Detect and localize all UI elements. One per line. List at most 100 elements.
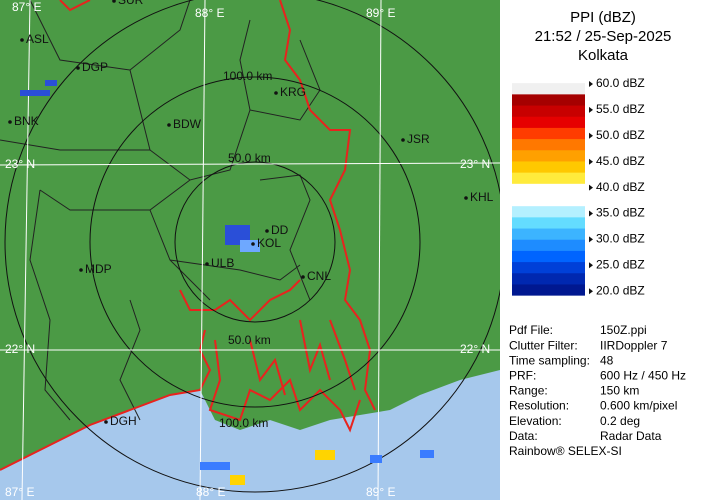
- range-label: 100.0 km: [223, 69, 272, 83]
- city-label: JSR: [407, 132, 430, 146]
- city-dot: [79, 268, 83, 272]
- scale-label: 50.0 dBZ: [596, 128, 645, 142]
- range-label: 50.0 km: [228, 333, 271, 347]
- city-dot: [112, 0, 116, 3]
- city-dot: [76, 66, 80, 70]
- scale-pointer: [589, 210, 593, 217]
- scale-label: 20.0 dBZ: [596, 283, 645, 297]
- graticule-label: 89° E: [366, 6, 395, 20]
- graticule-label: 88° E: [195, 6, 224, 20]
- scale-pointer: [589, 106, 593, 113]
- city-dot: [301, 275, 305, 279]
- city-label: DGP: [82, 60, 108, 74]
- info-label: Time sampling:: [509, 353, 590, 367]
- scale-band: [512, 172, 585, 185]
- city-label: KOL: [257, 236, 281, 250]
- scale-pointer: [589, 262, 593, 269]
- info-value: 0.600 km/pixel: [600, 399, 677, 413]
- scale-band: [512, 273, 585, 285]
- scale-band: [512, 150, 585, 162]
- state-borders: [0, 0, 376, 471]
- city-label: ULB: [211, 256, 234, 270]
- scale-band: [512, 250, 585, 263]
- city-dot: [274, 91, 278, 95]
- scale-band: [512, 139, 585, 151]
- graticule-label: 87° E: [12, 0, 41, 14]
- city-dot: [265, 229, 269, 233]
- graticule-label: 22° N: [460, 342, 490, 356]
- city-label: KHL: [470, 190, 494, 204]
- city-dot: [8, 120, 12, 124]
- info-label: Resolution:: [509, 399, 569, 413]
- scale-band: [512, 195, 585, 207]
- city-dot: [205, 262, 209, 266]
- scale-pointer: [589, 158, 593, 165]
- city-label: ASL: [26, 32, 49, 46]
- panel-title: PPI (dBZ): [570, 9, 636, 26]
- city-dot: [464, 196, 468, 200]
- scale-band: [512, 183, 585, 196]
- city-label: KRG: [280, 85, 306, 99]
- city-dot: [167, 123, 171, 127]
- scale-band: [512, 284, 585, 297]
- city-label: BDW: [173, 117, 202, 131]
- scale-label: 55.0 dBZ: [596, 102, 645, 116]
- panel-station: Kolkata: [578, 47, 629, 64]
- scale-band: [512, 239, 585, 252]
- city-dot: [20, 38, 24, 42]
- range-label: 50.0 km: [228, 151, 271, 165]
- city-label: DD: [271, 223, 289, 237]
- city-label: DGH: [110, 414, 137, 428]
- district-borders: [0, 0, 321, 421]
- sea: [0, 370, 500, 500]
- graticule-label: 23° N: [5, 157, 35, 171]
- scale-label: 35.0 dBZ: [596, 206, 645, 220]
- scale-label: 45.0 dBZ: [596, 154, 645, 168]
- scale-band: [512, 295, 585, 308]
- scale-label: 25.0 dBZ: [596, 257, 645, 271]
- info-label: Clutter Filter:: [509, 338, 578, 352]
- scale-pointer: [589, 81, 593, 87]
- info-label: Pdf File:: [509, 323, 553, 337]
- scale-band: [512, 206, 585, 218]
- info-label: Data:: [509, 429, 538, 443]
- scale-band: [512, 262, 585, 274]
- panel-datetime: 21:52 / 25-Sep-2025: [535, 28, 672, 45]
- info-value: 150Z.ppi: [600, 323, 647, 337]
- scale-band: [512, 83, 585, 95]
- scale-pointer: [589, 236, 593, 243]
- graticule-label: 88° E: [196, 485, 225, 499]
- graticule-label: 23° N: [460, 157, 490, 171]
- city-dot: [104, 420, 108, 424]
- graticule-label: 89° E: [366, 485, 395, 499]
- scale-pointer: [589, 288, 593, 295]
- info-label: Range:: [509, 384, 548, 398]
- radar-echoes: [20, 80, 434, 485]
- city-label: MDP: [85, 262, 112, 276]
- scale-band: [512, 72, 585, 84]
- city-dot: [251, 242, 255, 246]
- city-label: BNK: [14, 114, 39, 128]
- city-label: SUR: [118, 0, 144, 7]
- info-value: 150 km: [600, 384, 639, 398]
- info-value: 0.2 deg: [600, 414, 640, 428]
- scale-band: [512, 105, 585, 118]
- graticule-label: 22° N: [5, 342, 35, 356]
- scale-band: [512, 217, 585, 230]
- scale-label: 30.0 dBZ: [596, 232, 645, 246]
- scale-band: [512, 127, 585, 140]
- graticule-label: 87° E: [5, 485, 34, 499]
- range-label: 100.0 km: [219, 416, 268, 430]
- info-value: Radar Data: [600, 429, 662, 443]
- scale-pointer: [589, 132, 593, 139]
- info-value: 48: [600, 353, 614, 367]
- info-value: IIRDoppler 7: [600, 338, 668, 352]
- scale-label: 60.0 dBZ: [596, 76, 645, 90]
- info-label: Elevation:: [509, 414, 562, 428]
- graticule: [0, 0, 501, 500]
- scale-band: [512, 94, 585, 107]
- info-label: PRF:: [509, 368, 536, 382]
- scale-band: [512, 161, 585, 174]
